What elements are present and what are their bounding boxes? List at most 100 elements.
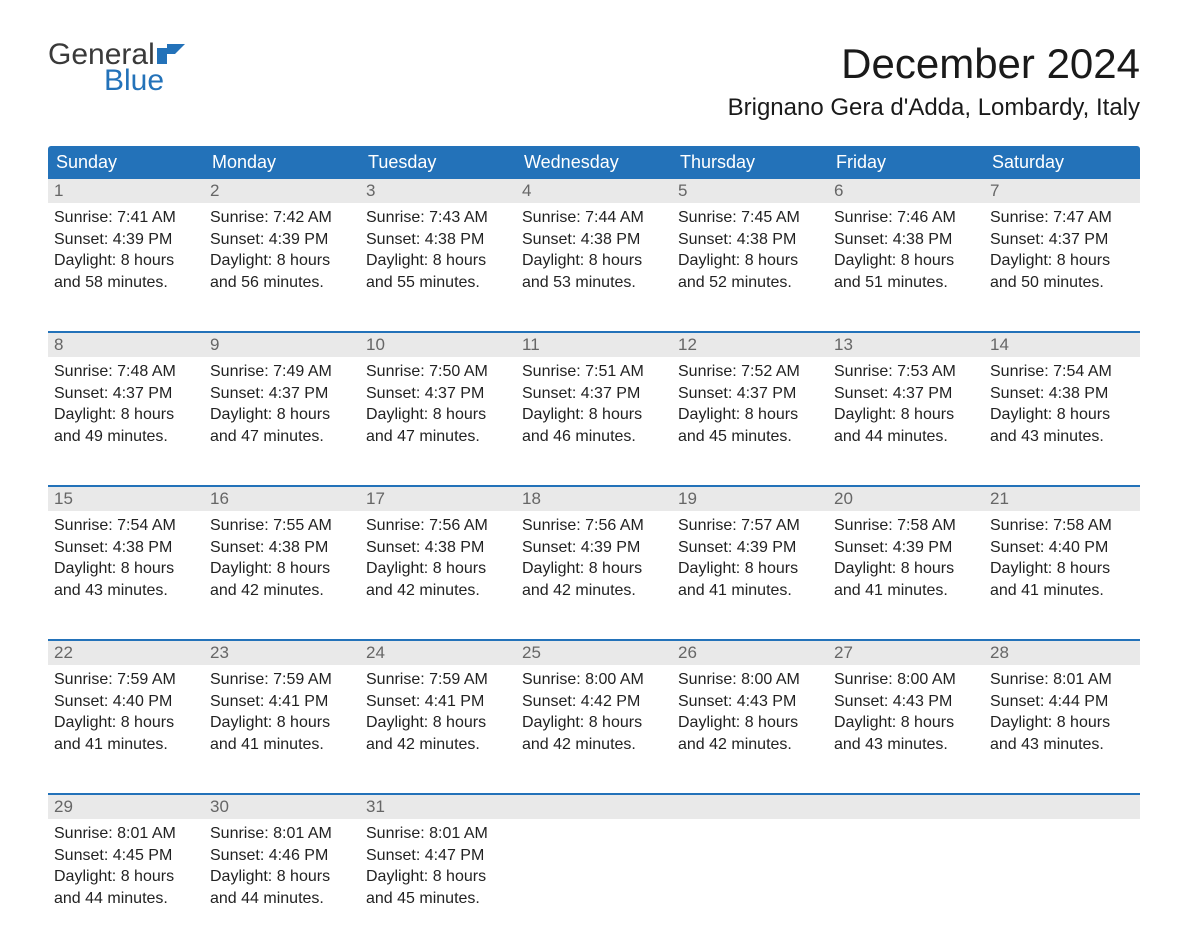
sunset-text: Sunset: 4:37 PM (522, 383, 666, 405)
day-cell: Sunrise: 7:50 AMSunset: 4:37 PMDaylight:… (360, 357, 516, 467)
day-cell: Sunrise: 8:01 AMSunset: 4:44 PMDaylight:… (984, 665, 1140, 775)
sunrise-text: Sunrise: 7:49 AM (210, 361, 354, 383)
cells-row: Sunrise: 8:01 AM Sunset: 4:45 PMDaylight:… (48, 819, 1140, 929)
sunset-text: Sunset: 4:37 PM (366, 383, 510, 405)
dayhead-thursday: Thursday (672, 146, 828, 179)
day-cell: Sunrise: 8:01 AMSunset: 4:45 PMDaylight:… (48, 819, 204, 929)
day-cell-body: Sunrise: 7:50 AMSunset: 4:37 PMDaylight:… (360, 357, 516, 453)
d1-text: Daylight: 8 hours (522, 250, 666, 272)
sunrise-text: Sunrise: 7:58 AM (990, 515, 1134, 537)
sunset-text: Sunset: 4:38 PM (366, 229, 510, 251)
sunrise-text: Sunrise: 7:53 AM (834, 361, 978, 383)
day-number: 17 (360, 487, 516, 511)
d1-text: Daylight: 8 hours (522, 404, 666, 426)
day-number: 29 (48, 795, 204, 819)
day-cell: Sunrise: 7:45 AMSunset: 4:38 PMDaylight:… (672, 203, 828, 313)
day-cell-body: Sunrise: 7:56 AMSunset: 4:39 PMDaylight:… (516, 511, 672, 607)
sunset-text: Sunset: 4:37 PM (210, 383, 354, 405)
d1-text: Daylight: 8 hours (54, 250, 198, 272)
day-number: 11 (516, 333, 672, 357)
day-cell-body: Sunrise: 7:52 AMSunset: 4:37 PMDaylight:… (672, 357, 828, 453)
d1-text: Daylight: 8 hours (834, 712, 978, 734)
sunrise-text: Sunrise: 7:59 AM (54, 669, 198, 691)
week-row: 22232425262728Sunrise: 7:59 AMSunset: 4:… (48, 639, 1140, 775)
day-cell: Sunrise: 7:49 AMSunset: 4:37 PMDaylight:… (204, 357, 360, 467)
day-number: 22 (48, 641, 204, 665)
day-cell: Sunrise: 7:44 AMSunset: 4:38 PMDaylight:… (516, 203, 672, 313)
d2-text: and 55 minutes. (366, 272, 510, 294)
sunset-text: Sunset: 4:37 PM (834, 383, 978, 405)
day-cell: Sunrise: 7:54 AMSunset: 4:38 PMDaylight:… (984, 357, 1140, 467)
daynum-row: 15161718192021 (48, 487, 1140, 511)
sunset-text: Sunset: 4:38 PM (678, 229, 822, 251)
day-cell: Sunrise: 7:56 AMSunset: 4:38 PMDaylight:… (360, 511, 516, 621)
sunrise-text: Sunrise: 7:46 AM (834, 207, 978, 229)
d2-text: and 52 minutes. (678, 272, 822, 294)
day-number: 30 (204, 795, 360, 819)
d1-text: Daylight: 8 hours (522, 712, 666, 734)
week-row: 891011121314Sunrise: 7:48 AMSunset: 4:37… (48, 331, 1140, 467)
d1-text: Daylight: 8 hours (210, 250, 354, 272)
d1-text: Daylight: 8 hours (54, 404, 198, 426)
sunrise-text: Sunrise: 7:41 AM (54, 207, 198, 229)
day-cell: Sunrise: 7:43 AMSunset: 4:38 PMDaylight:… (360, 203, 516, 313)
sunrise-text: Sunrise: 7:56 AM (366, 515, 510, 537)
sunset-text: Sunset: 4:39 PM (54, 229, 198, 251)
sunset-text: Sunset: 4:37 PM (990, 229, 1134, 251)
day-number: 25 (516, 641, 672, 665)
d2-text: and 45 minutes. (678, 426, 822, 448)
day-number: 16 (204, 487, 360, 511)
day-cell-body: Sunrise: 7:58 AMSunset: 4:39 PMDaylight:… (828, 511, 984, 607)
d2-text: and 42 minutes. (522, 580, 666, 602)
day-cell-body: Sunrise: 7:54 AMSunset: 4:38 PMDaylight:… (48, 511, 204, 607)
day-cell: Sunrise: 7:57 AMSunset: 4:39 PMDaylight:… (672, 511, 828, 621)
sunset-text: Sunset: 4:45 PM (54, 845, 198, 867)
d2-text: and 41 minutes. (990, 580, 1134, 602)
day-number: 15 (48, 487, 204, 511)
day-cell: Sunrise: 7:47 AMSunset: 4:37 PMDaylight:… (984, 203, 1140, 313)
day-cell-body: Sunrise: 7:49 AMSunset: 4:37 PMDaylight:… (204, 357, 360, 453)
d1-text: Daylight: 8 hours (990, 404, 1134, 426)
sunrise-text: Sunrise: 7:57 AM (678, 515, 822, 537)
d2-text: and 42 minutes. (678, 734, 822, 756)
d2-text: and 43 minutes. (990, 426, 1134, 448)
d2-text: and 50 minutes. (990, 272, 1134, 294)
day-cell: Sunrise: 8:00 AMSunset: 4:43 PMDaylight:… (672, 665, 828, 775)
cells-row: Sunrise: 7:59 AMSunset: 4:40 PMDaylight:… (48, 665, 1140, 775)
sunrise-text: Sunrise: 8:01 AM (366, 823, 510, 845)
d1-text: Daylight: 8 hours (366, 558, 510, 580)
d2-text: and 53 minutes. (522, 272, 666, 294)
week-row: 15161718192021Sunrise: 7:54 AMSunset: 4:… (48, 485, 1140, 621)
day-cell (984, 819, 1140, 929)
sunrise-text: Sunrise: 8:01 AM (990, 669, 1134, 691)
day-cell: Sunrise: 8:01 AMSunset: 4:47 PMDaylight:… (360, 819, 516, 929)
day-cell: Sunrise: 7:41 AMSunset: 4:39 PMDaylight:… (48, 203, 204, 313)
day-number: 5 (672, 179, 828, 203)
cells-row: Sunrise: 7:48 AMSunset: 4:37 PMDaylight:… (48, 357, 1140, 467)
day-cell: Sunrise: 7:59 AMSunset: 4:40 PMDaylight:… (48, 665, 204, 775)
day-cell: Sunrise: 7:54 AMSunset: 4:38 PMDaylight:… (48, 511, 204, 621)
d1-text: Daylight: 8 hours (366, 250, 510, 272)
dayhead-monday: Monday (204, 146, 360, 179)
sunset-text: Sunset: 4:39 PM (522, 537, 666, 559)
d1-text: Daylight: 8 hours (678, 404, 822, 426)
day-number: 10 (360, 333, 516, 357)
d1-text: Daylight: 8 hours (990, 558, 1134, 580)
sunrise-text: Sunrise: 7:42 AM (210, 207, 354, 229)
d2-text: and 42 minutes. (366, 580, 510, 602)
sunrise-text: Sunrise: 7:58 AM (834, 515, 978, 537)
day-cell: Sunrise: 7:52 AMSunset: 4:37 PMDaylight:… (672, 357, 828, 467)
sunset-text: Sunset: 4:43 PM (834, 691, 978, 713)
d1-text: Daylight: 8 hours (522, 558, 666, 580)
d2-text: and 41 minutes. (834, 580, 978, 602)
d1-text: Daylight: 8 hours (54, 558, 198, 580)
sunset-text: Sunset: 4:38 PM (366, 537, 510, 559)
d1-text: Daylight: 8 hours (210, 712, 354, 734)
d1-text: Daylight: 8 hours (678, 250, 822, 272)
day-cell: Sunrise: 8:01 AMSunset: 4:46 PMDaylight:… (204, 819, 360, 929)
day-cell-body: Sunrise: 7:48 AMSunset: 4:37 PMDaylight:… (48, 357, 204, 453)
d1-text: Daylight: 8 hours (54, 866, 198, 888)
sunset-text: Sunset: 4:38 PM (834, 229, 978, 251)
sunset-text: Sunset: 4:38 PM (990, 383, 1134, 405)
day-cell: Sunrise: 7:42 AMSunset: 4:39 PMDaylight:… (204, 203, 360, 313)
